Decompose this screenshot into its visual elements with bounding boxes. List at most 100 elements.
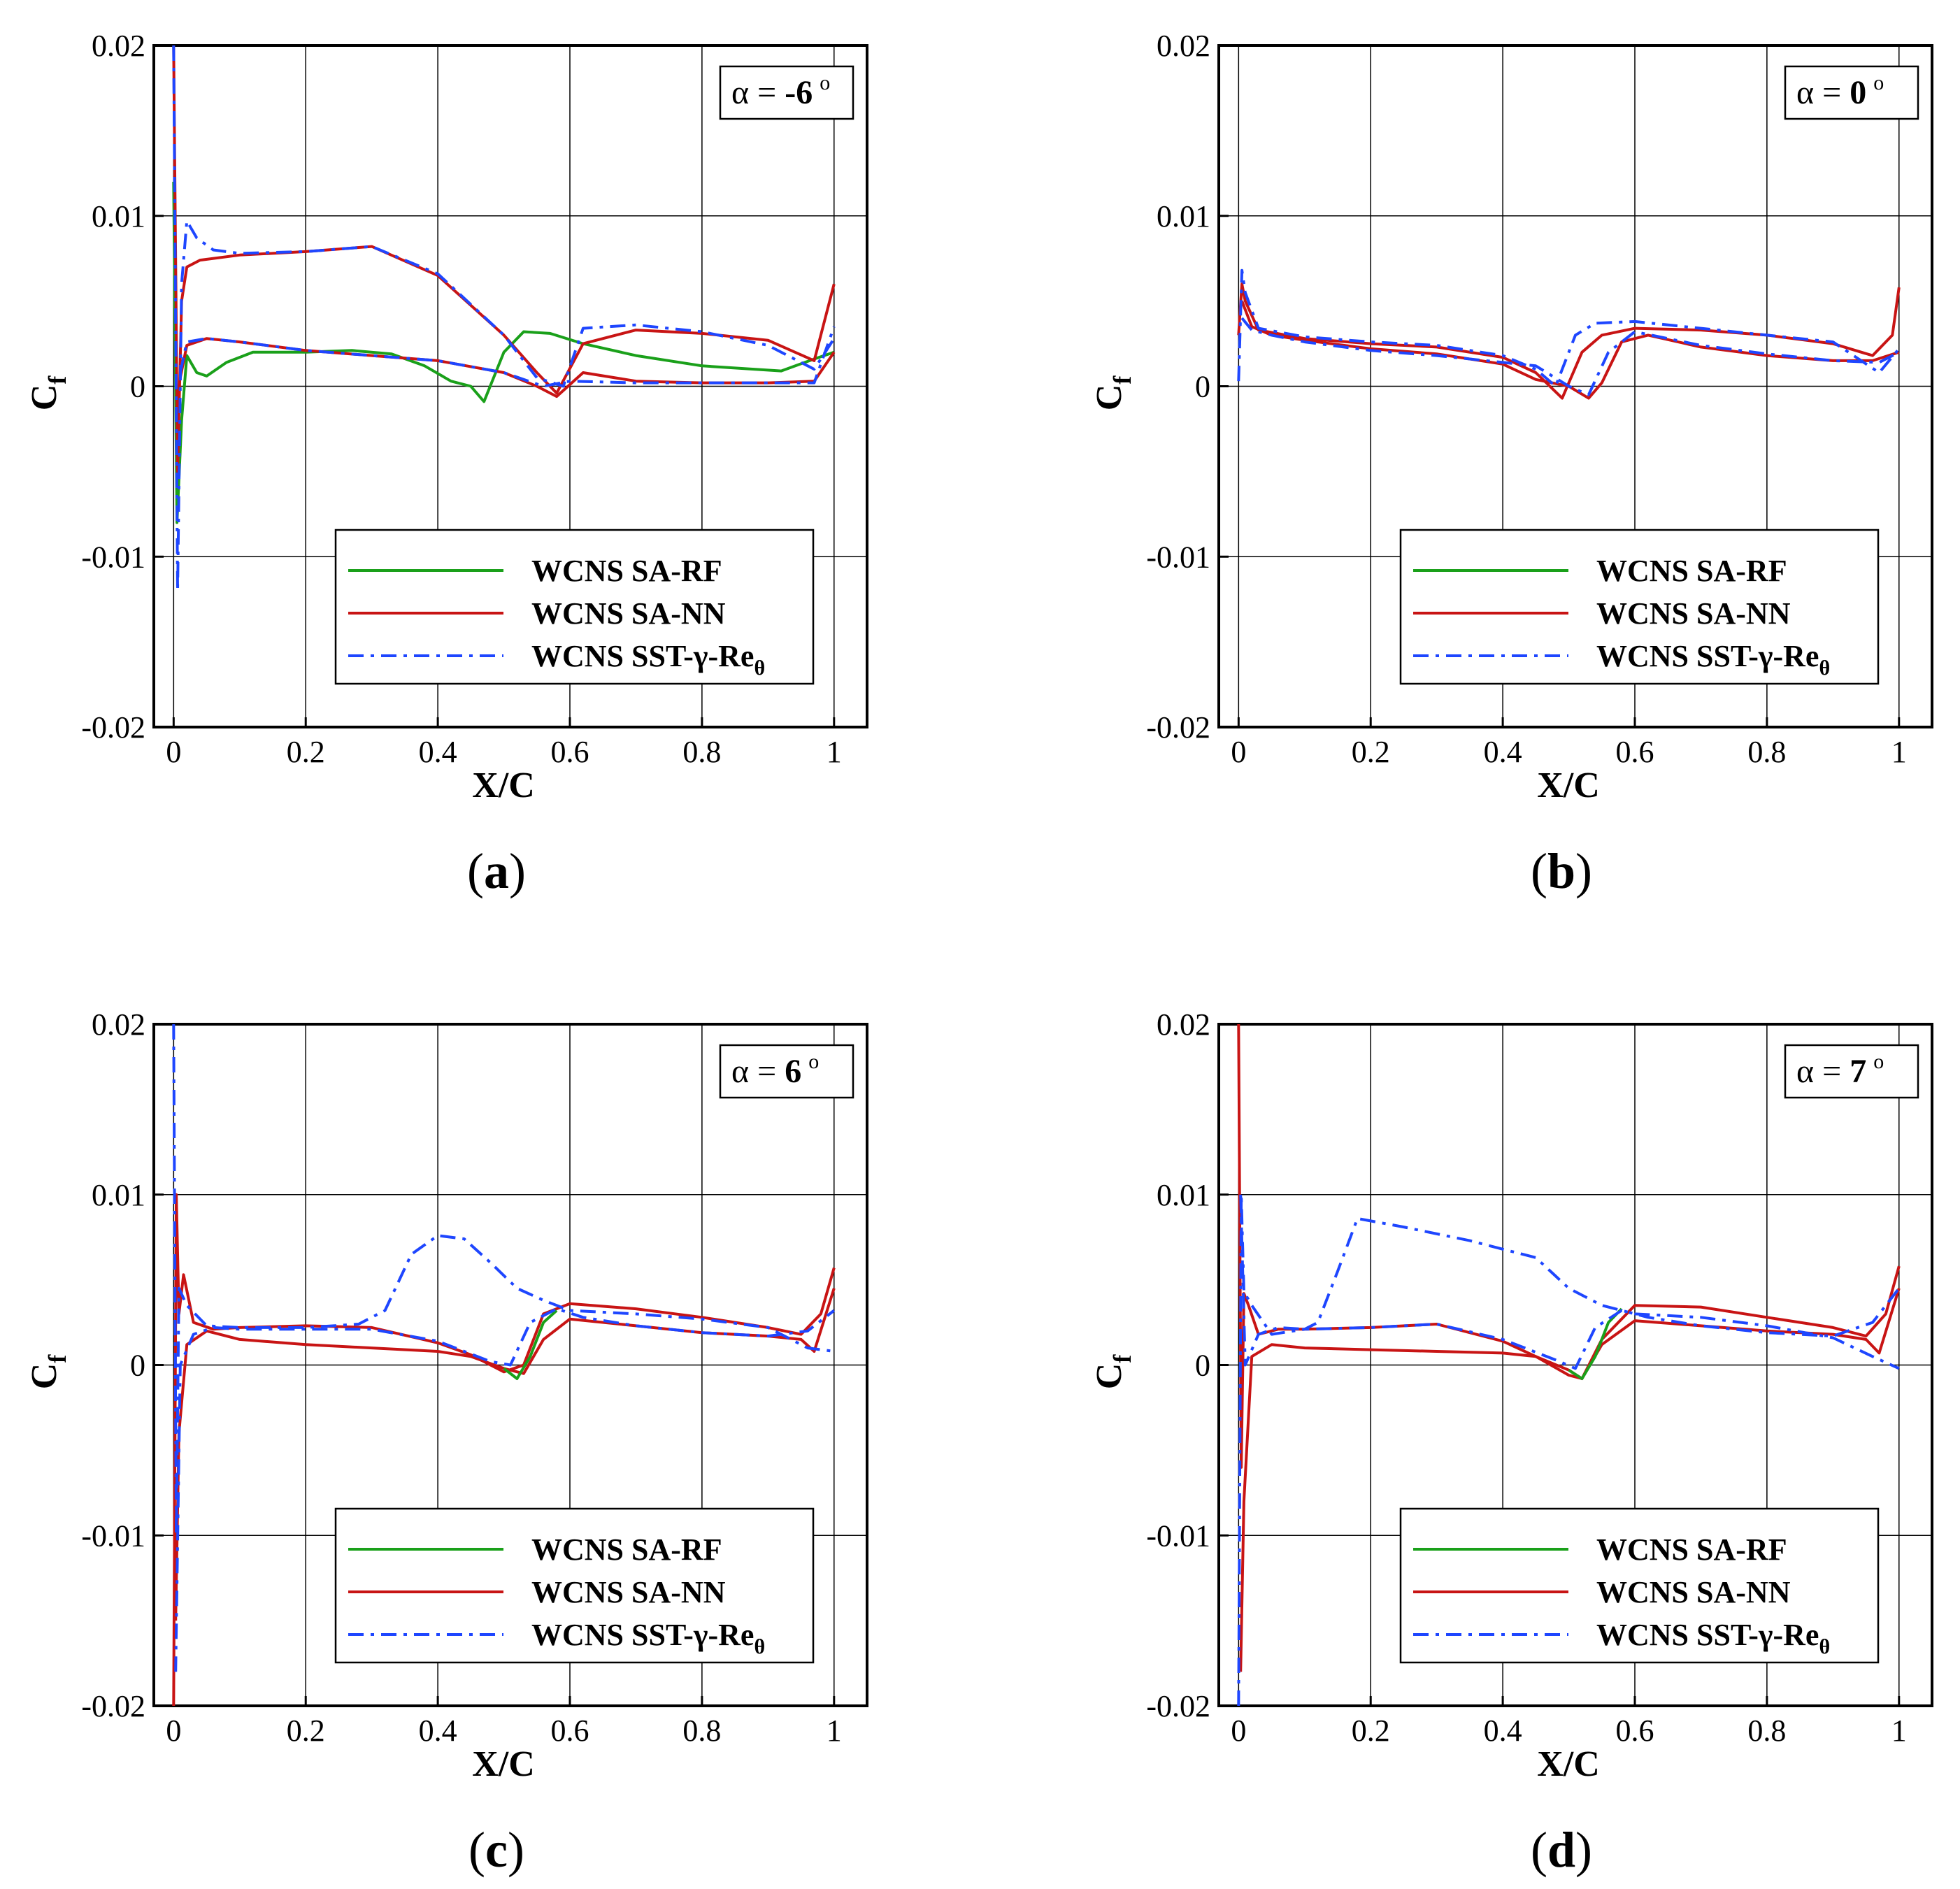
y-axis-label-main: C [24,385,64,411]
x-tick-label: 0.4 [1484,1714,1522,1748]
y-axis-label-sub: f [1108,375,1136,385]
legend-box [334,1507,815,1664]
plot-frame [1217,44,1933,728]
alpha-value: 0 [1850,74,1866,111]
caption-paren-close: ) [1575,1822,1592,1878]
y-tick-label: 0.01 [1157,199,1210,234]
y-tick-label: 0 [1195,370,1210,404]
x-tick-label: 0 [1231,735,1246,769]
legend-box [334,529,815,685]
legend-label: WCNS SST-γ-Reθ [1596,639,1830,680]
series-line-sa-rf [503,1309,558,1380]
legend: WCNS SA-RF WCNS SA-NN WCNS SST-γ-Reθ [334,1507,815,1664]
x-tick-label: 0 [166,1714,181,1748]
x-tick-label: 0.4 [1484,735,1522,769]
x-tick-label: 0 [1231,1714,1246,1748]
legend-label: WCNS SA-NN [531,596,726,631]
caption-paren-open: ( [1531,843,1547,899]
legend-label: WCNS SA-RF [1596,1532,1787,1567]
y-axis-label: Cf [24,375,71,411]
legend-box [1399,529,1880,685]
legend-label-text: WCNS SST-γ-Re [531,639,754,673]
legend-label-text: WCNS SA-RF [531,1532,722,1567]
alpha-value: 6 [785,1053,801,1090]
legend: WCNS SA-RF WCNS SA-NN WCNS SST-γ-Reθ [334,529,815,685]
legend-label-text: WCNS SA-NN [531,596,726,631]
x-tick-label: 0 [166,735,181,769]
x-tick-label: 0.6 [1616,735,1654,769]
y-tick-label: 0.02 [1157,1007,1210,1042]
x-tick-label: 0.4 [419,1714,457,1748]
x-tick-label: 0.4 [419,735,457,769]
degree-mark: o [1873,71,1884,94]
alpha-box [1784,65,1919,120]
y-axis-label-main: C [1089,1363,1129,1390]
alpha-box [719,65,854,120]
caption-letter: d [1547,1822,1575,1878]
series-line-sa-rf [172,181,835,524]
legend-label: WCNS SST-γ-Reθ [1596,1618,1830,1658]
panel-caption: (d) [1531,1822,1592,1878]
x-axis-label: X/C [1537,766,1600,805]
y-tick-label: 0 [130,1349,145,1383]
series-group [1237,1024,1901,1706]
legend-label-sub: θ [1819,656,1830,680]
x-tick-label: 0.2 [287,1714,325,1748]
plot-frame [152,44,868,728]
legend-label-text: WCNS SA-NN [1596,1575,1791,1609]
alpha-box [719,1044,854,1099]
y-tick-label: 0.01 [92,199,145,234]
panel-caption: (b) [1531,843,1592,899]
y-tick-label: -0.01 [81,1518,145,1553]
caption-letter: a [484,843,509,899]
series-line-sst [172,1024,835,1537]
y-tick-label: -0.02 [1146,710,1210,745]
legend-label-text: WCNS SA-RF [1596,1532,1787,1567]
plot-frame [1217,1023,1933,1707]
x-axis-label: X/C [472,766,535,805]
legend-label: WCNS SA-NN [531,1575,726,1609]
x-tick-label: 0.8 [682,735,721,769]
x-tick-label: 0.8 [682,1714,721,1748]
x-tick-label: 0.2 [1352,735,1390,769]
legend: WCNS SA-RF WCNS SA-NN WCNS SST-γ-Reθ [1399,1507,1880,1664]
legend-label: WCNS SST-γ-Reθ [531,639,765,680]
degree-mark: o [820,71,830,94]
x-tick-label: 0.6 [551,1714,589,1748]
caption-letter: b [1547,843,1575,899]
x-tick-label: 0.6 [551,735,589,769]
legend-label: WCNS SA-NN [1596,1575,1791,1609]
series-line-sst [1237,268,1901,388]
series-line-sst [1237,1193,1900,1706]
x-axis-label: X/C [472,1744,535,1784]
alpha-value: -6 [785,74,813,111]
series-group [172,1024,836,1706]
y-tick-label: 0.02 [92,29,145,63]
y-axis-label: Cf [1089,375,1136,411]
caption-paren-open: ( [1531,1822,1547,1878]
x-tick-label: 1 [1891,735,1907,769]
legend-label-sub: θ [754,656,765,680]
chart-panel-a: 0 0.2 0.4 0.6 0.8 1 -0.02 -0.01 0 0.01 0.02 X/C Cf α … [24,29,868,899]
alpha-box [1784,1044,1919,1099]
alpha-symbol: α = [1796,1053,1850,1090]
y-axis-label-sub: f [43,375,71,385]
plot-frame [152,1023,868,1707]
alpha-symbol: α = [731,74,785,111]
series-group [172,45,836,592]
legend-label-text: WCNS SA-RF [1596,554,1787,588]
series-line-sst [172,45,836,592]
y-tick-label: -0.02 [81,710,145,745]
y-axis-label-sub: f [1108,1354,1136,1363]
alpha-value: 7 [1850,1053,1866,1090]
y-axis-label: Cf [1089,1354,1136,1390]
series-line-sst [1240,317,1900,396]
legend-label: WCNS SA-RF [1596,554,1787,588]
legend-label: WCNS SA-NN [1596,596,1791,631]
caption-paren-close: ) [509,843,526,899]
x-tick-label: 0.8 [1747,1714,1786,1748]
series-group [1237,268,1901,400]
y-tick-label: 0 [130,370,145,404]
